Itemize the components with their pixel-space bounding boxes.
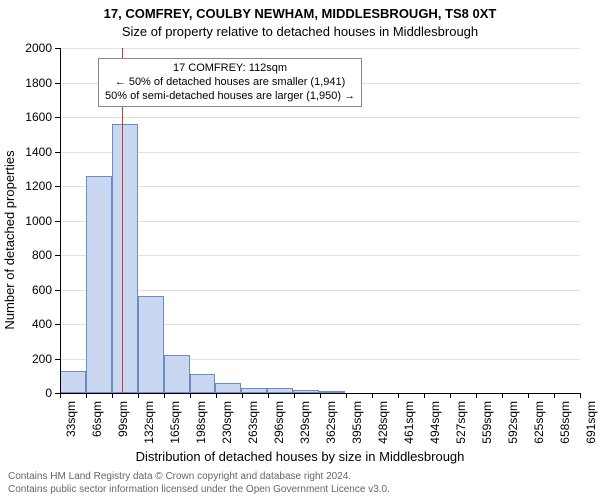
histogram-bar: [60, 371, 86, 393]
x-tick-label: 198sqm: [194, 401, 208, 501]
gridline: [60, 152, 580, 153]
y-tick-label: 1400: [12, 145, 52, 159]
x-tick-mark: [164, 393, 165, 398]
x-tick-mark: [476, 393, 477, 398]
gridline: [60, 255, 580, 256]
x-tick-label: 296sqm: [272, 401, 286, 501]
x-tick-mark: [554, 393, 555, 398]
annotation-line: 50% of semi-detached houses are larger (…: [105, 90, 355, 104]
x-tick-label: 230sqm: [220, 401, 234, 501]
x-tick-mark: [190, 393, 191, 398]
x-tick-mark: [320, 393, 321, 398]
x-tick-mark: [528, 393, 529, 398]
x-tick-mark: [372, 393, 373, 398]
chart-title-address: 17, COMFREY, COULBY NEWHAM, MIDDLESBROUG…: [0, 6, 600, 21]
y-tick-label: 400: [12, 317, 52, 331]
x-tick-label: 527sqm: [454, 401, 468, 501]
x-tick-label: 132sqm: [142, 401, 156, 501]
x-tick-mark: [268, 393, 269, 398]
x-tick-label: 33sqm: [64, 401, 78, 501]
x-tick-mark: [138, 393, 139, 398]
x-tick-mark: [60, 393, 61, 398]
y-tick-label: 2000: [12, 41, 52, 55]
chart-title-desc: Size of property relative to detached ho…: [0, 24, 600, 39]
y-tick-label: 1800: [12, 76, 52, 90]
histogram-bar: [215, 383, 241, 393]
x-tick-label: 66sqm: [90, 401, 104, 501]
x-tick-label: 395sqm: [350, 401, 364, 501]
y-axis-label: Number of detached properties: [2, 50, 17, 430]
x-tick-label: 691sqm: [584, 401, 598, 501]
x-tick-mark: [112, 393, 113, 398]
x-tick-label: 559sqm: [480, 401, 494, 501]
x-tick-mark: [86, 393, 87, 398]
x-tick-label: 362sqm: [324, 401, 338, 501]
histogram-bar: [164, 355, 190, 393]
histogram-bar: [86, 176, 112, 393]
x-tick-label: 494sqm: [428, 401, 442, 501]
plot-area: 17 COMFREY: 112sqm← 50% of detached hous…: [60, 48, 580, 393]
x-tick-label: 165sqm: [168, 401, 182, 501]
x-tick-mark: [398, 393, 399, 398]
annotation-box: 17 COMFREY: 112sqm← 50% of detached hous…: [98, 58, 362, 107]
y-tick-label: 600: [12, 283, 52, 297]
histogram-bar: [112, 124, 138, 393]
gridline: [60, 117, 580, 118]
x-tick-label: 461sqm: [402, 401, 416, 501]
x-tick-mark: [216, 393, 217, 398]
y-axis-line: [60, 48, 61, 393]
x-tick-label: 263sqm: [246, 401, 260, 501]
x-tick-label: 625sqm: [532, 401, 546, 501]
y-tick-label: 1600: [12, 110, 52, 124]
gridline: [60, 290, 580, 291]
x-tick-label: 428sqm: [376, 401, 390, 501]
gridline: [60, 221, 580, 222]
x-tick-mark: [346, 393, 347, 398]
y-tick-label: 200: [12, 352, 52, 366]
x-tick-label: 658sqm: [558, 401, 572, 501]
histogram-bar: [138, 296, 164, 393]
x-tick-label: 329sqm: [298, 401, 312, 501]
y-tick-label: 1200: [12, 179, 52, 193]
y-tick-label: 1000: [12, 214, 52, 228]
gridline: [60, 48, 580, 49]
x-tick-mark: [502, 393, 503, 398]
x-tick-mark: [294, 393, 295, 398]
x-tick-mark: [450, 393, 451, 398]
x-tick-mark: [580, 393, 581, 398]
annotation-line: ← 50% of detached houses are smaller (1,…: [105, 76, 355, 90]
y-tick-label: 800: [12, 248, 52, 262]
gridline: [60, 186, 580, 187]
x-tick-label: 99sqm: [116, 401, 130, 501]
x-tick-mark: [242, 393, 243, 398]
x-tick-label: 592sqm: [506, 401, 520, 501]
x-tick-mark: [424, 393, 425, 398]
histogram-bar: [190, 374, 215, 393]
y-tick-label: 0: [12, 386, 52, 400]
annotation-line: 17 COMFREY: 112sqm: [105, 62, 355, 76]
